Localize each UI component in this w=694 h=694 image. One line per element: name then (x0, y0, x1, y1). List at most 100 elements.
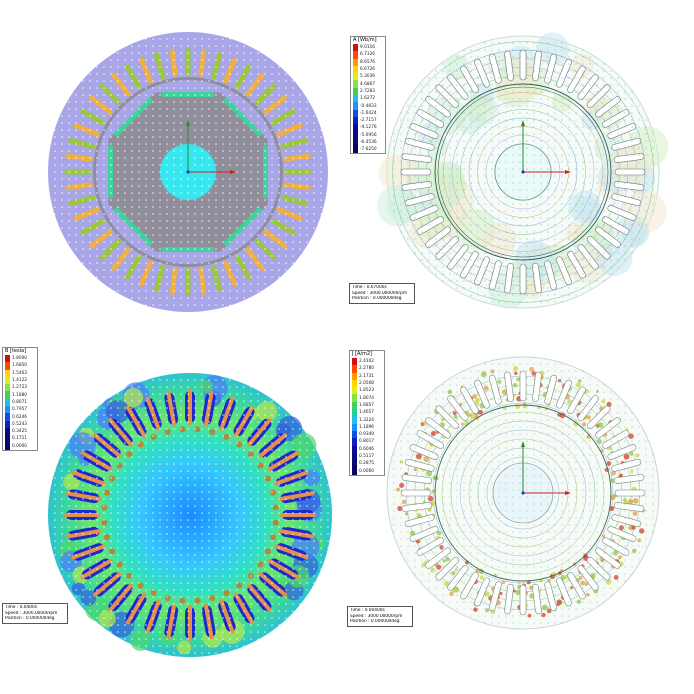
grid-dot (138, 94, 140, 96)
legend-row: 8.6576 (351, 58, 385, 66)
grid-dot (201, 610, 203, 612)
band-speck (485, 608, 490, 613)
grid-dot (575, 252, 577, 254)
grid-dot (145, 561, 147, 563)
grid-dot (512, 112, 514, 114)
stator-slot (519, 49, 527, 81)
grid-dot (264, 456, 266, 458)
grid-dot (82, 505, 84, 507)
grid-dot (526, 182, 528, 184)
grid-dot (194, 262, 196, 264)
grid-dot (526, 154, 528, 156)
grid-dot (257, 463, 259, 465)
grid-dot (82, 442, 84, 444)
grid-dot (173, 638, 175, 640)
grid-dot (159, 129, 161, 131)
grid-dot (110, 505, 112, 507)
grid-dot (138, 582, 140, 584)
grid-dot (61, 568, 63, 570)
grid-dot (477, 287, 479, 289)
grid-dot (243, 94, 245, 96)
grid-dot (173, 45, 175, 47)
grid-dot (236, 547, 238, 549)
grid-dot (159, 192, 161, 194)
grid-dot (187, 220, 189, 222)
grid-dot (110, 101, 112, 103)
grid-dot (414, 147, 416, 149)
grid-dot (152, 435, 154, 437)
grid-dot (449, 531, 451, 533)
grid-dot (575, 70, 577, 72)
grid-dot (299, 178, 301, 180)
grid-dot (187, 624, 189, 626)
stator-slot (544, 53, 558, 84)
grid-dot (589, 231, 591, 233)
grid-dot (435, 252, 437, 254)
grid-dot (208, 283, 210, 285)
grid-dot (292, 484, 294, 486)
grid-dot (89, 122, 91, 124)
grid-dot (278, 442, 280, 444)
grid-dot (463, 552, 465, 554)
grid-dot (180, 400, 182, 402)
field-tint-patch (434, 163, 464, 192)
grid-dot (124, 157, 126, 159)
grid-dot (435, 217, 437, 219)
grid-dot (477, 412, 479, 414)
grid-dot (201, 400, 203, 402)
grid-dot (75, 519, 77, 521)
grid-dot (243, 449, 245, 451)
grid-dot (152, 171, 154, 173)
grid-dot (463, 419, 465, 421)
grid-dot (575, 217, 577, 219)
grid-dot (68, 171, 70, 173)
grid-dot (257, 94, 259, 96)
grid-dot (159, 477, 161, 479)
grid-dot (320, 143, 322, 145)
grid-dot (187, 610, 189, 612)
grid-dot (442, 587, 444, 589)
legend-value: 1.1880 (12, 392, 28, 398)
grid-dot (131, 407, 133, 409)
grid-dot (561, 91, 563, 93)
grid-dot (271, 526, 273, 528)
grid-dot (512, 287, 514, 289)
grid-dot (278, 582, 280, 584)
grid-dot (166, 66, 168, 68)
grid-dot (449, 70, 451, 72)
grid-dot (435, 552, 437, 554)
grid-dot (596, 266, 598, 268)
grid-dot (463, 280, 465, 282)
grid-dot (194, 87, 196, 89)
grid-dot (96, 157, 98, 159)
grid-dot (491, 531, 493, 533)
grid-dot (229, 617, 231, 619)
grid-dot (250, 554, 252, 556)
grid-dot (257, 624, 259, 626)
grid-dot (131, 101, 133, 103)
stator-coil (169, 49, 178, 77)
grid-dot (306, 101, 308, 103)
grid-dot (617, 133, 619, 135)
grid-dot (152, 470, 154, 472)
grid-dot (243, 73, 245, 75)
grid-dot (285, 108, 287, 110)
grid-dot (75, 575, 77, 577)
grid-dot (229, 178, 231, 180)
grid-dot (449, 112, 451, 114)
legend-value: 0.3425 (12, 429, 28, 435)
grid-dot (414, 182, 416, 184)
band-speck (602, 534, 606, 538)
grid-dot (285, 505, 287, 507)
grid-dot (456, 552, 458, 554)
grid-dot (201, 262, 203, 264)
grid-dot (236, 645, 238, 647)
grid-dot (505, 91, 507, 93)
grid-dot (117, 484, 119, 486)
stator-coil (154, 52, 166, 80)
grid-dot (299, 470, 301, 472)
grid-dot (505, 112, 507, 114)
grid-dot (278, 575, 280, 577)
grid-dot (201, 101, 203, 103)
grid-dot (638, 210, 640, 212)
